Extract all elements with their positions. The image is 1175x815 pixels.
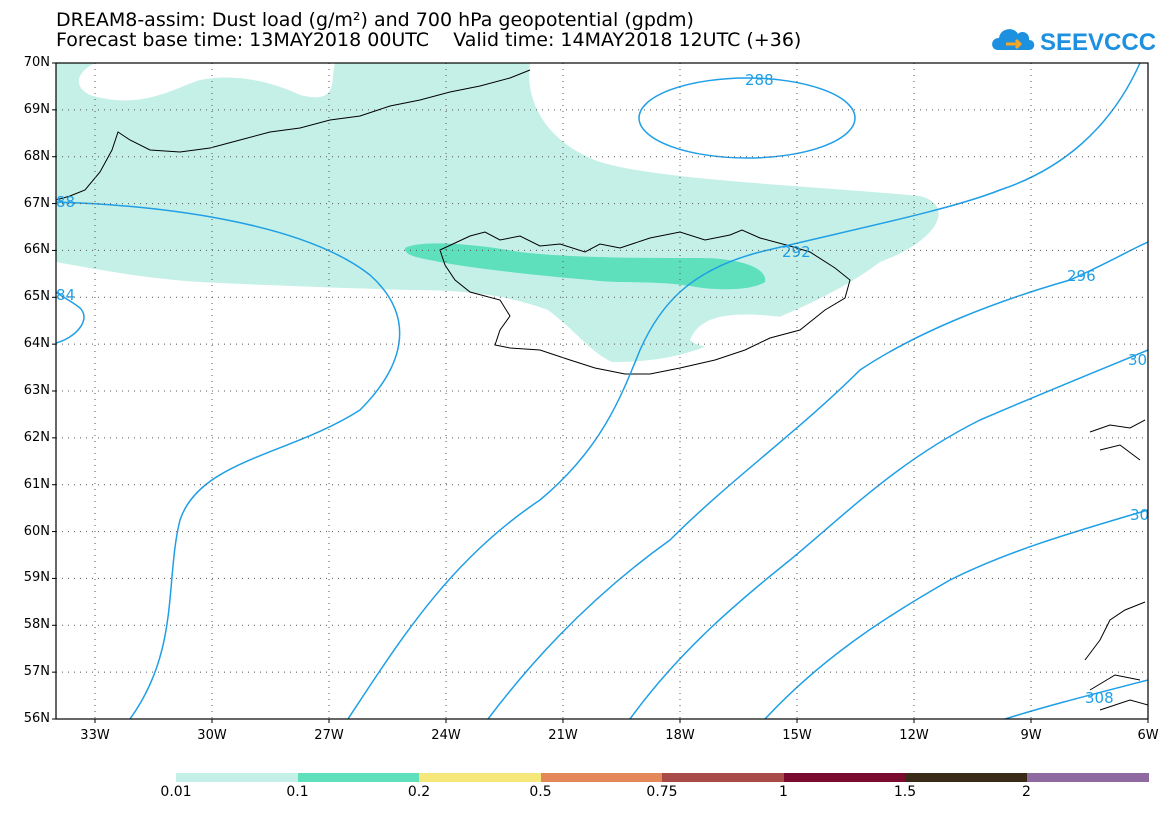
dust-area-medium — [404, 243, 766, 290]
colorbar-segment — [176, 773, 298, 782]
lat-label: 66N — [23, 242, 50, 258]
lat-label: 58N — [23, 617, 50, 633]
contour-288-west — [56, 201, 401, 719]
lat-label: 61N — [23, 476, 50, 492]
lon-label: 15W — [782, 728, 812, 743]
cloud-icon — [992, 29, 1035, 50]
lon-label: 12W — [899, 728, 929, 743]
contour-308 — [1004, 679, 1148, 719]
colorbar-label: 0.75 — [646, 784, 678, 800]
svg-text:SEEVCCC: SEEVCCC — [1040, 29, 1156, 56]
contour-label-304: 30 — [1130, 506, 1149, 524]
lat-label: 65N — [23, 289, 50, 305]
colorbar-segment — [662, 773, 784, 782]
lon-label: 27W — [314, 728, 344, 743]
lon-label: 21W — [548, 728, 578, 743]
lon-label: 9W — [1020, 728, 1042, 743]
lat-label: 63N — [23, 383, 50, 398]
colorbar-segment — [419, 773, 541, 782]
contour-label-296: 296 — [1067, 267, 1096, 285]
contour-label-288b: 88 — [56, 193, 75, 211]
lat-label: 68N — [23, 148, 50, 164]
lon-label: 18W — [665, 728, 695, 743]
contour-292 — [347, 63, 1141, 719]
contour-label-292: 292 — [782, 243, 811, 261]
lat-label: 64N — [23, 336, 50, 352]
lat-label: 59N — [23, 570, 50, 586]
lat-label: 60N — [23, 523, 50, 539]
colorbar-label: 0.1 — [286, 784, 309, 800]
scotland-coastline — [1084, 601, 1148, 711]
lon-label: 33W — [80, 728, 110, 743]
greenland-coastline — [56, 69, 531, 201]
contour-284 — [56, 291, 85, 344]
seevccc-logo: SEEVCCC — [992, 29, 1156, 56]
chart-title: DREAM8-assim: Dust load (g/m²) and 700 h… — [56, 9, 694, 31]
colorbar-label: 0.2 — [407, 784, 431, 800]
colorbar-label: 1 — [779, 784, 788, 800]
lat-label: 69N — [23, 101, 50, 117]
contour-300 — [629, 349, 1148, 719]
norway-coastline — [1089, 419, 1146, 461]
chart-subtitle: Forecast base time: 13MAY2018 00UTC Vali… — [56, 29, 802, 51]
colorbar-segment — [540, 773, 663, 782]
contour-296 — [487, 241, 1148, 719]
lat-label: 67N — [23, 195, 50, 211]
colorbar-label: 2 — [1022, 784, 1031, 800]
lon-label: 30W — [197, 728, 227, 743]
contour-label-288: 288 — [745, 71, 774, 89]
iceland-coastline — [439, 229, 851, 375]
colorbar-segment — [905, 773, 1027, 782]
lon-label: 6W — [1137, 728, 1159, 743]
lat-label: 70N — [23, 55, 50, 70]
colorbar-label: 0.01 — [160, 784, 192, 800]
dust-area-light — [56, 63, 939, 362]
colorbar-label: 1.5 — [893, 784, 917, 800]
lat-label: 57N — [23, 664, 50, 680]
contour-label-300: 30 — [1128, 351, 1147, 369]
lat-label: 62N — [23, 429, 50, 445]
contour-label-284: 84 — [56, 286, 75, 304]
contour-label-308: 308 — [1085, 689, 1114, 707]
lon-label: 24W — [431, 728, 461, 743]
colorbar-segment — [297, 773, 420, 782]
contour-288 — [638, 77, 856, 159]
colorbar-label: 0.5 — [529, 784, 552, 800]
contour-304 — [764, 509, 1148, 719]
colorbar-segment — [1026, 773, 1149, 782]
lat-label: 56N — [23, 711, 50, 726]
colorbar-segment — [783, 773, 906, 782]
